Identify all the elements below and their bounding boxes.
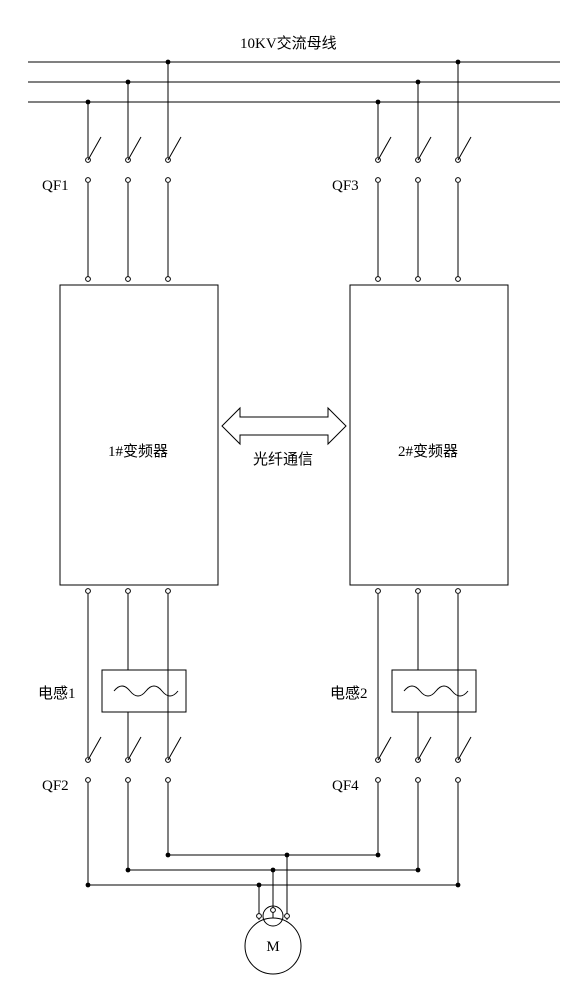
comm-label: 光纤通信 — [253, 448, 313, 469]
diagram-stage: M 10KV交流母线 QF1 QF3 QF2 QF4 1#变频器 2#变频器 光… — [0, 0, 586, 1000]
vfd-left-label: 1#变频器 — [108, 440, 168, 461]
inductor2-label: 电感2 — [330, 682, 368, 703]
qf1-label: QF1 — [42, 178, 69, 195]
qf2-label: QF2 — [42, 778, 69, 795]
qf4-label: QF4 — [332, 778, 359, 795]
wiring-svg: M — [0, 0, 586, 1000]
qf3-label: QF3 — [332, 178, 359, 195]
inductor1-label: 电感1 — [38, 682, 76, 703]
vfd-right-label: 2#变频器 — [398, 440, 458, 461]
svg-text:M: M — [266, 939, 279, 955]
title: 10KV交流母线 — [240, 32, 337, 53]
